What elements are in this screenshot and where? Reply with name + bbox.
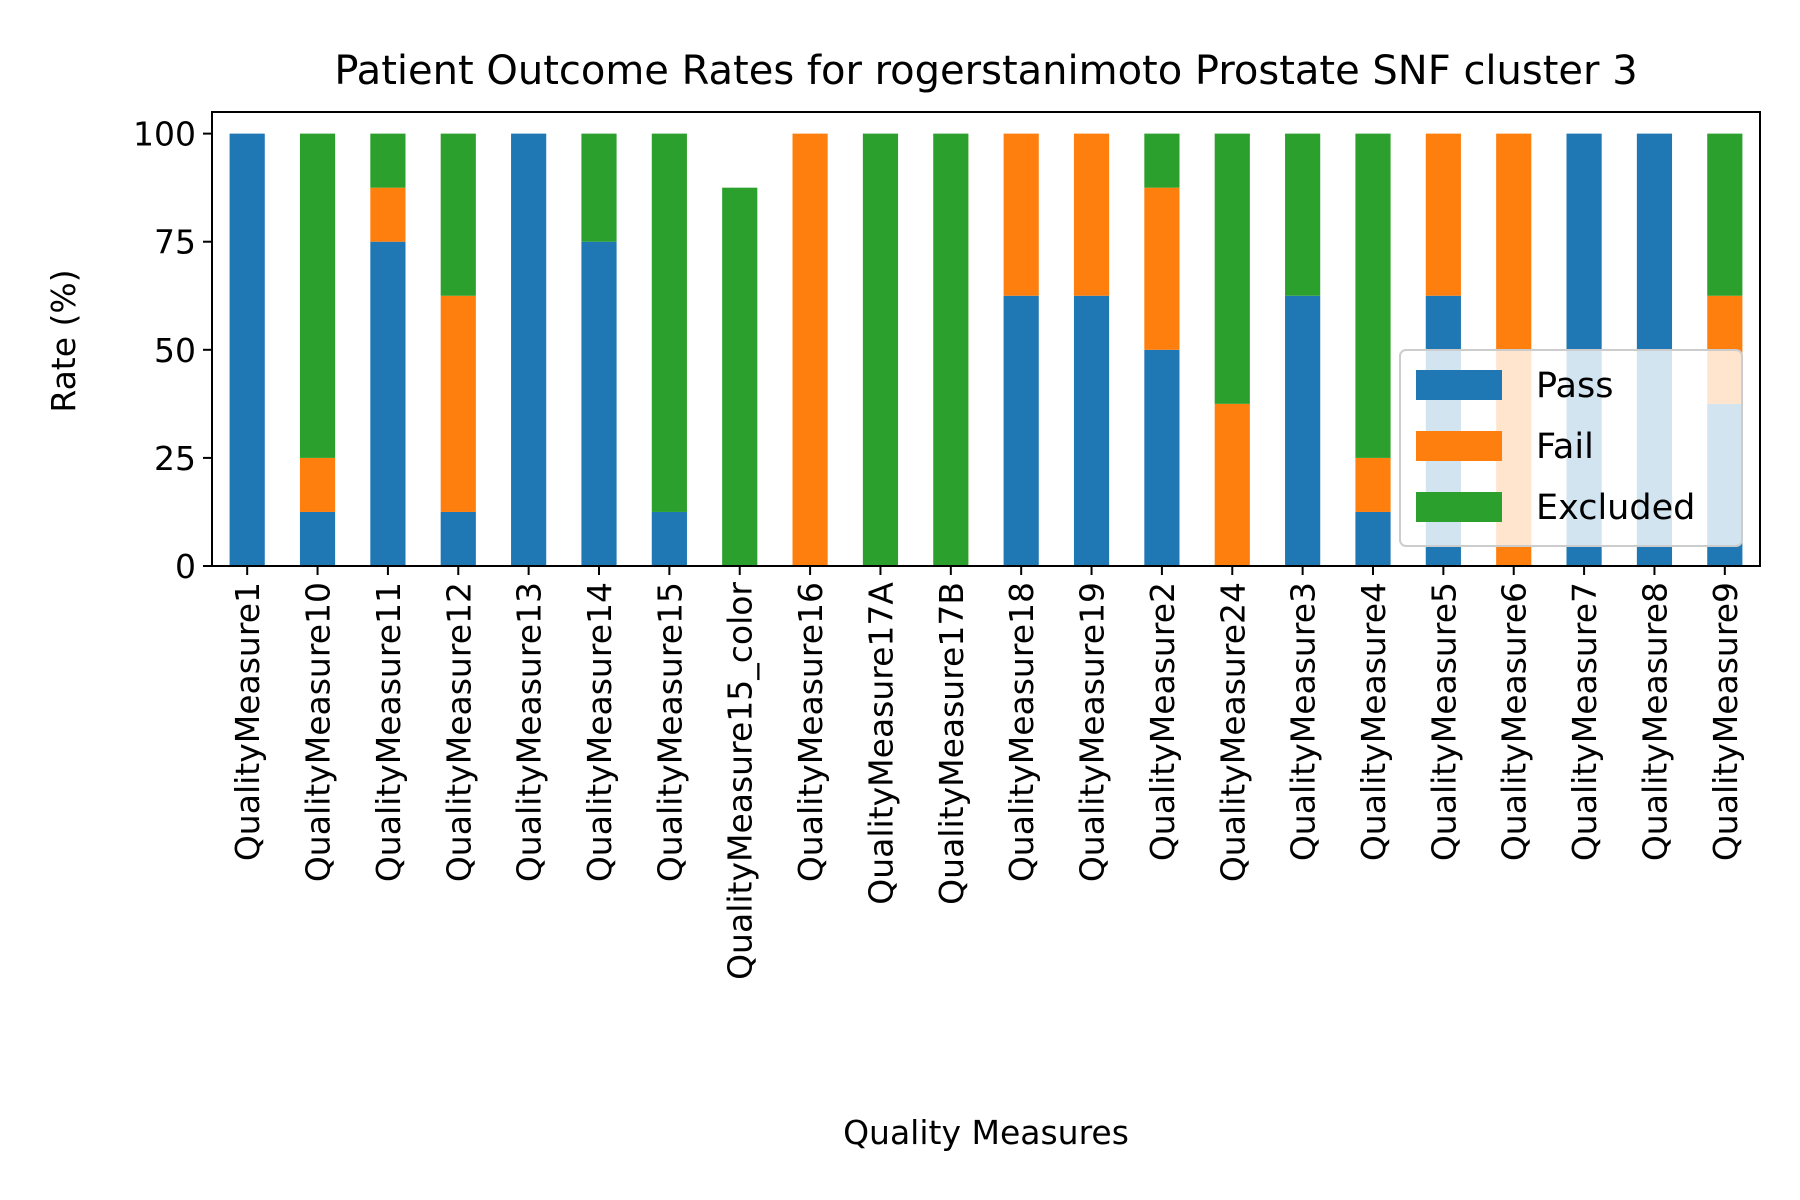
bar-pass-5 [581,241,617,566]
bar-pass-16 [1355,511,1391,566]
y-tick-label: 0 [175,547,196,586]
x-tick-label: QualityMeasure2 [1143,582,1182,861]
x-tick-label: QualityMeasure15 [650,582,689,882]
x-tick-label: QualityMeasure19 [1073,582,1112,882]
bar-pass-13 [1144,349,1180,566]
bar-fail-13 [1144,187,1180,350]
bar-excluded-6 [651,133,687,512]
y-tick-label: 100 [133,115,196,154]
bar-pass-11 [1003,295,1039,566]
x-tick-label: QualityMeasure16 [791,582,830,882]
legend-label-fail: Fail [1536,427,1594,467]
bar-pass-2 [370,241,406,566]
bar-pass-1 [299,511,336,566]
legend-swatch-fail [1416,431,1502,461]
x-tick-label: QualityMeasure1 [228,582,267,861]
chart-title: Patient Outcome Rates for rogerstanimoto… [334,48,1637,94]
legend-swatch-excluded [1416,492,1502,522]
bar-fail-8 [792,133,828,566]
x-tick-label: QualityMeasure11 [369,582,408,882]
y-tick-label: 50 [154,331,196,370]
x-tick-label: QualityMeasure17A [861,582,900,905]
x-tick-label: QualityMeasure14 [580,582,619,882]
bar-fail-11 [1003,133,1039,296]
bar-fail-1 [299,457,336,512]
bar-fail-3 [440,295,476,512]
bar-pass-3 [440,511,476,566]
bar-pass-12 [1073,295,1110,566]
bar-excluded-10 [933,133,969,566]
bar-pass-0 [229,133,265,566]
bar-excluded-7 [722,187,758,567]
bar-excluded-3 [440,133,476,296]
y-axis-label: Rate (%) [44,269,83,412]
x-tick-label: QualityMeasure4 [1354,582,1393,861]
legend-label-excluded: Excluded [1536,488,1695,528]
x-tick-label: QualityMeasure15_color [721,582,760,980]
bar-excluded-13 [1144,133,1180,188]
legend: Pass Fail Excluded [1399,349,1743,547]
x-tick-label: QualityMeasure10 [299,582,338,882]
bar-fail-16 [1355,457,1391,512]
x-tick-label: QualityMeasure24 [1213,582,1252,882]
x-tick-label: QualityMeasure7 [1565,582,1604,861]
legend-label-pass: Pass [1536,366,1613,406]
bar-excluded-15 [1285,133,1321,296]
bar-pass-6 [651,511,687,566]
bar-fail-12 [1073,133,1110,296]
y-tick-label: 25 [154,439,196,478]
x-tick-label: QualityMeasure13 [510,582,549,882]
bar-fail-14 [1214,403,1250,566]
x-tick-label: QualityMeasure3 [1284,582,1323,861]
x-tick-label: QualityMeasure8 [1635,582,1674,861]
bar-excluded-5 [581,133,617,242]
bar-excluded-1 [299,133,336,458]
bar-fail-17 [1425,133,1461,296]
legend-swatch-pass [1416,370,1502,400]
x-tick-label: QualityMeasure18 [1002,582,1041,882]
bar-excluded-2 [370,133,406,188]
bar-excluded-16 [1355,133,1391,458]
bar-excluded-9 [862,133,899,566]
x-tick-label: QualityMeasure17B [932,582,971,905]
x-tick-label: QualityMeasure6 [1495,582,1534,861]
bar-excluded-14 [1214,133,1250,404]
bar-pass-15 [1285,295,1321,566]
axes-frame [211,111,1761,567]
bar-fail-2 [370,187,406,242]
x-tick-label: QualityMeasure9 [1706,582,1745,861]
x-axis-label: Quality Measures [843,1113,1129,1152]
x-tick-label: QualityMeasure12 [439,582,478,882]
bar-excluded-21 [1707,133,1743,296]
y-tick-label: 75 [154,223,196,262]
x-tick-label: QualityMeasure5 [1424,582,1463,861]
bar-pass-4 [511,133,547,566]
